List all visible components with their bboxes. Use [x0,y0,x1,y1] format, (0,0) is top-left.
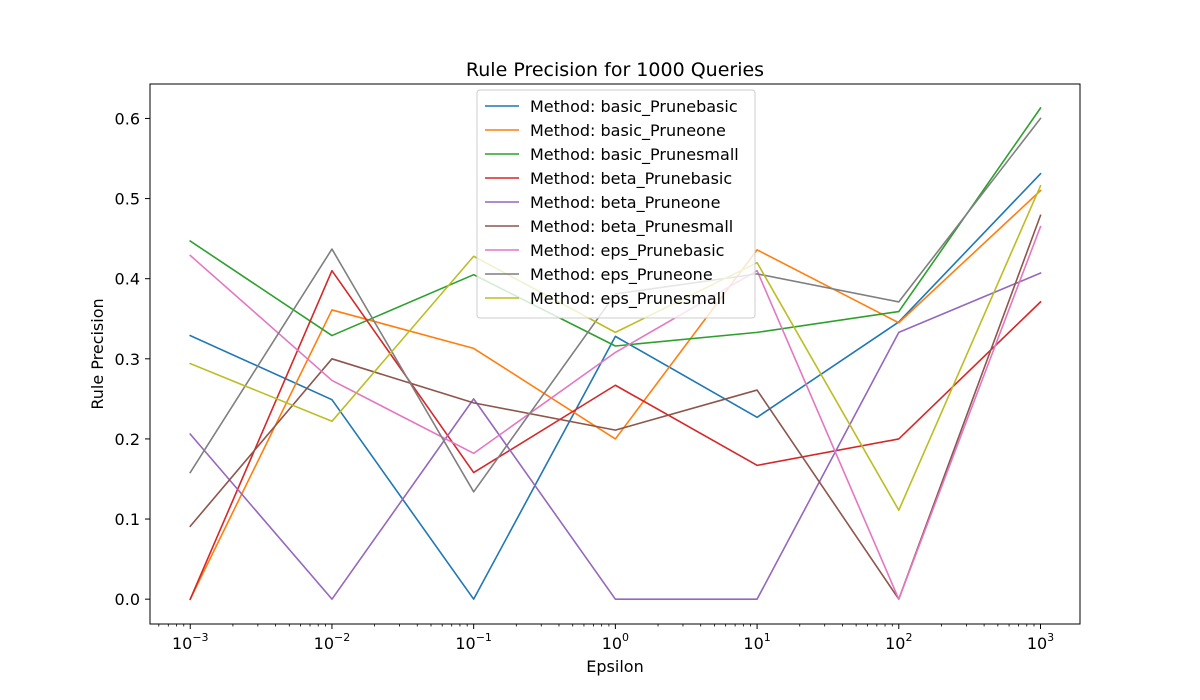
x-tick-label: 100 [602,631,629,653]
series-line-1 [189,189,1042,601]
legend-entry-label: Method: beta_Prunebasic [530,169,732,189]
legend-entry-label: Method: beta_Pruneone [530,193,720,213]
x-tick-label: 102 [885,631,912,653]
legend-entry-label: Method: beta_Prunesmall [530,217,733,237]
x-tick-label: 10−3 [172,631,209,653]
chart-title: Rule Precision for 1000 Queries [466,59,764,81]
y-tick-label: 0.1 [115,510,140,529]
x-tick-label: 103 [1027,631,1054,653]
x-tick-label: 101 [743,631,770,653]
y-tick-label: 0.2 [115,430,140,449]
legend-entry-label: Method: eps_Prunesmall [530,289,726,309]
series-line-3 [189,269,1042,601]
y-tick-label: 0.4 [115,270,140,289]
legend-entry-label: Method: basic_Pruneone [530,121,726,141]
series-line-6 [189,225,1042,600]
y-axis: 0.0 0.1 0.2 0.3 0.4 0.5 0.6 [115,109,150,609]
legend-box [476,89,756,319]
series-line-4 [189,272,1042,600]
legend-entry-label: Method: basic_Prunesmall [530,145,739,165]
x-tick-label: 10−1 [455,631,492,653]
y-axis-label: Rule Precision [88,298,107,409]
x-tick-label: 10−2 [314,631,351,653]
y-tick-label: 0.3 [115,350,140,369]
y-tick-label: 0.5 [115,190,140,209]
series-line-8 [189,184,1042,512]
legend: Method: basic_Prunebasic Method: basic_Pr… [476,89,756,319]
y-tick-label: 0.0 [115,590,140,609]
x-axis-label: Epsilon [586,657,643,676]
series-line-2 [189,106,1042,347]
legend-entry-label: Method: basic_Prunebasic [530,97,738,117]
y-tick-label: 0.6 [115,109,140,128]
legend-entry-label: Method: eps_Prunebasic [530,241,724,261]
legend-entry-label: Method: eps_Pruneone [530,265,713,285]
x-axis: 10−3 10−2 10−1 100 101 102 103 [158,624,1054,653]
